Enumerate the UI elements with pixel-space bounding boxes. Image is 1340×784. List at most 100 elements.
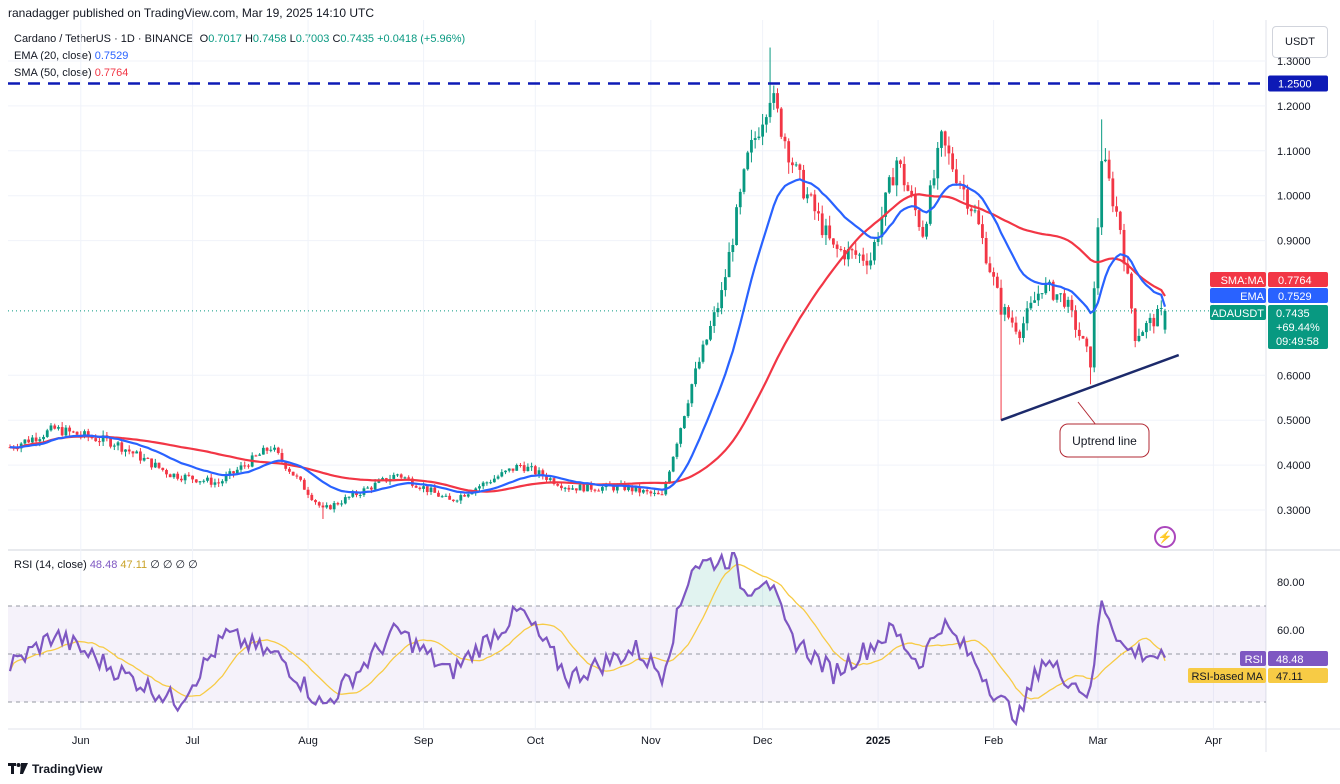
candle-body: [936, 147, 940, 179]
candle-body: [876, 237, 880, 242]
candle-body: [813, 194, 817, 212]
time-tick-label: Feb: [984, 735, 1003, 747]
candle-body: [519, 464, 522, 466]
candle-body: [835, 244, 839, 249]
time-tick-label: Jul: [186, 735, 200, 747]
candle-body: [858, 254, 861, 256]
candle-body: [615, 485, 619, 491]
candle-body: [910, 190, 914, 195]
footer-brand-text: TradingView: [32, 762, 103, 776]
candle-body: [969, 208, 973, 212]
candle-body: [1070, 299, 1074, 311]
candle-body: [109, 438, 112, 447]
candle-body: [269, 449, 273, 451]
candle-body: [846, 249, 850, 260]
rsi-tick-label: 60.00: [1277, 625, 1305, 637]
candle-body: [779, 108, 783, 137]
candle-body: [656, 492, 660, 495]
symbol-legend: Cardano / TetherUS · 1D · BINANCE O0.701…: [14, 33, 465, 45]
candle-body: [265, 447, 269, 451]
candle-body: [545, 476, 548, 480]
candle-body: [206, 477, 209, 481]
symbol-name: Cardano / TetherUS · 1D · BINANCE: [14, 33, 194, 45]
ema-tag-value: 0.7529: [1278, 291, 1312, 303]
candle-body: [27, 439, 31, 443]
low-label: L: [289, 33, 296, 45]
time-tick-label: Nov: [641, 735, 661, 747]
uptrend-label: Uptrend line: [1072, 434, 1137, 448]
candle-body: [817, 211, 820, 214]
candle-body: [705, 339, 709, 345]
candle-body: [1096, 227, 1100, 289]
candle-body: [429, 487, 433, 493]
candle-body: [481, 482, 485, 487]
candle-body: [150, 458, 153, 468]
candle-body: [1130, 273, 1133, 309]
rsi-tag-value: 48.48: [1276, 654, 1304, 666]
candle-body: [45, 430, 49, 437]
candle-body: [809, 194, 813, 196]
candle-body: [276, 447, 280, 454]
candle-body: [101, 435, 105, 442]
candle-body: [392, 474, 396, 479]
candle-body: [731, 244, 735, 252]
candle-body: [832, 238, 835, 245]
candle-body: [783, 136, 787, 142]
candle-body: [571, 488, 574, 490]
candle-body: [701, 344, 705, 362]
candle-body: [466, 494, 470, 497]
rsi-ma-tag-label: RSI-based MA: [1191, 671, 1263, 683]
candle-body: [984, 238, 988, 264]
candle-body: [597, 490, 601, 492]
candle-body: [697, 361, 701, 369]
price-tag-line: +69.44%: [1276, 322, 1320, 334]
candle-body: [638, 486, 642, 493]
rsi-tag-label-box: [1240, 651, 1266, 666]
candle-body: [917, 210, 921, 227]
candle-body: [515, 464, 519, 471]
candle-body: [146, 457, 150, 459]
candle-body: [329, 505, 332, 510]
price-tag-line: 09:49:58: [1276, 336, 1319, 348]
candle-body: [895, 160, 899, 186]
candle-body: [131, 451, 135, 454]
time-tick-label: Oct: [527, 735, 544, 747]
candle-body: [679, 428, 683, 444]
candle-body: [414, 485, 418, 488]
candle-body: [1100, 161, 1104, 228]
candle-body: [34, 437, 38, 442]
candle-body: [124, 449, 127, 452]
candle-body: [787, 141, 791, 163]
high-label: H: [244, 33, 253, 45]
candle-body: [247, 465, 250, 467]
candle-body: [407, 477, 411, 479]
currency-button[interactable]: USDT: [1272, 26, 1328, 58]
price-tick-label: 0.9000: [1277, 236, 1311, 248]
rsi-ma-tag-value-box: [1268, 668, 1328, 683]
candle-body: [668, 471, 671, 483]
candle-body: [634, 486, 638, 492]
flash-icon[interactable]: ⚡: [1154, 526, 1176, 548]
candle-body: [373, 482, 377, 490]
candle-body: [347, 496, 351, 498]
candle-body: [1074, 310, 1077, 330]
high-value: 0.7458: [252, 33, 287, 45]
candle-body: [932, 178, 936, 186]
sma-line: [9, 193, 1166, 493]
candle-body: [314, 500, 317, 503]
price-tick-label: 1.2000: [1277, 101, 1311, 113]
rsi-tag-label: RSI: [1245, 654, 1263, 666]
candle-body: [738, 191, 742, 208]
candle-body: [98, 441, 101, 443]
price-tick-label: 0.6000: [1277, 370, 1311, 382]
candle-body: [921, 226, 925, 237]
candle-body: [645, 490, 649, 492]
level-tag-box: [1268, 75, 1328, 92]
candle-body: [552, 478, 556, 484]
candle-body: [399, 474, 403, 478]
candle-body: [742, 169, 746, 192]
ema-legend: EMA (20, close) 0.7529: [14, 50, 128, 62]
candle-body: [202, 480, 206, 482]
candle-body: [913, 194, 917, 211]
